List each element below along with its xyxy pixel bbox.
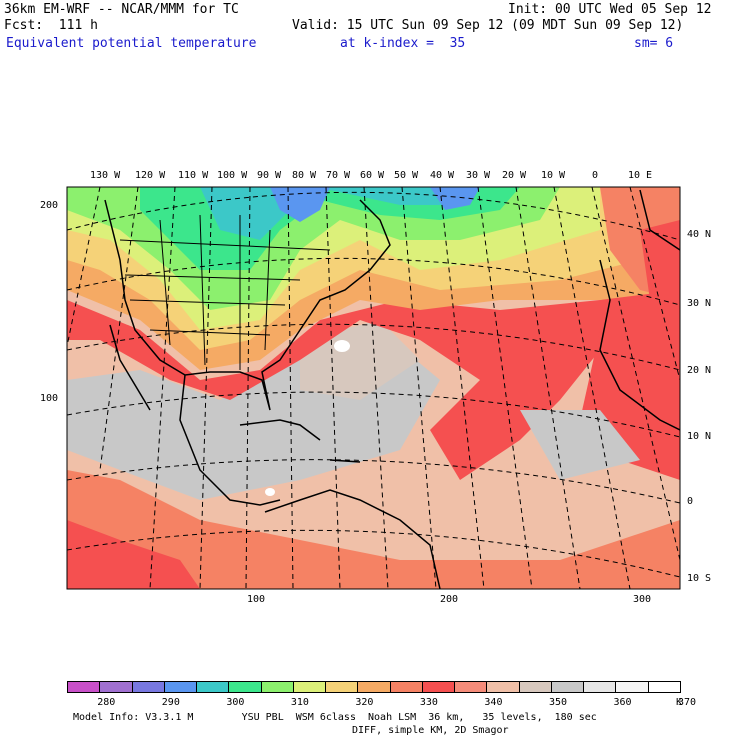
lon-label: 0	[592, 170, 599, 181]
colorbar-swatch	[357, 681, 391, 693]
colorbar-swatch	[292, 681, 327, 693]
colorbar-swatch	[454, 681, 488, 693]
graticule	[67, 187, 680, 589]
lon-label: 30 W	[466, 170, 491, 181]
init-time: Init: 00 UTC Wed 05 Sep 12	[508, 2, 712, 17]
colorbar-swatch	[518, 681, 552, 693]
lat-label: 10 S	[687, 573, 712, 584]
colorbar-label: 280	[97, 697, 116, 708]
grid-y-label: 100	[40, 393, 59, 404]
grid-y-label: 200	[40, 200, 59, 211]
level-index: at k-index = 35	[340, 36, 466, 51]
colorbar-label: 360	[613, 697, 632, 708]
colorbar-swatch	[389, 681, 423, 693]
plot-frame	[66, 186, 681, 590]
colorbar-swatch	[421, 681, 456, 693]
coastlines	[104, 189, 680, 589]
colorbar-swatch	[67, 681, 101, 693]
colorbar-label: 370	[678, 697, 697, 708]
colorbar-swatch	[131, 681, 165, 693]
valid-time: Valid: 15 UTC Sun 09 Sep 12 (09 MDT Sun …	[292, 18, 684, 33]
lon-label: 90 W	[257, 170, 282, 181]
state-borders	[119, 214, 331, 370]
colorbar-swatch	[583, 681, 617, 693]
model-info: Model Info: V3.3.1 M YSU PBL WSM 6class …	[73, 712, 597, 723]
lon-label: 10 W	[541, 170, 566, 181]
smoothing: sm= 6	[634, 36, 674, 51]
lon-label: 40 W	[430, 170, 455, 181]
lon-label: 80 W	[292, 170, 317, 181]
colorbar-label: 350	[548, 697, 567, 708]
lat-label: 0	[687, 496, 694, 507]
lon-label: 120 W	[135, 170, 166, 181]
colorbar-label: 330	[419, 697, 438, 708]
lat-label: 20 N	[687, 365, 712, 376]
forecast-hour: Fcst: 111 h	[4, 18, 98, 33]
lon-label: 50 W	[394, 170, 419, 181]
colorbar-swatch	[647, 681, 681, 693]
grid-x-label: 100	[247, 594, 266, 605]
field-name: Equivalent potential temperature	[6, 36, 257, 51]
colorbar-swatch	[99, 681, 133, 693]
lat-label: 10 N	[687, 431, 712, 442]
colorbar-swatch	[163, 681, 198, 693]
lon-label: 130 W	[90, 170, 121, 181]
lon-label: 10 E	[628, 170, 653, 181]
lat-label: 40 N	[687, 229, 712, 240]
lon-label: 60 W	[360, 170, 385, 181]
colorbar-label: 290	[161, 697, 180, 708]
colorbar-swatch	[228, 681, 262, 693]
colorbar-label: 300	[226, 697, 245, 708]
colorbar-label: 320	[355, 697, 374, 708]
model-info-2: DIFF, simple KM, 2D Smagor	[352, 725, 509, 736]
lat-label: 30 N	[687, 298, 712, 309]
lon-label: 20 W	[502, 170, 527, 181]
colorbar-swatch	[196, 681, 230, 693]
colorbar-swatch	[615, 681, 649, 693]
model-title: 36km EM-WRF -- NCAR/MMM for TC	[4, 2, 239, 17]
lon-label: 70 W	[326, 170, 351, 181]
colorbar-label: 340	[484, 697, 503, 708]
colorbar-swatch	[550, 681, 585, 693]
colorbar-label: 310	[290, 697, 309, 708]
grid-x-label: 300	[633, 594, 652, 605]
lon-label: 110 W	[178, 170, 209, 181]
theta-e-field	[67, 187, 680, 589]
colorbar-swatch	[260, 681, 294, 693]
colorbar-unit: K	[676, 697, 683, 708]
colorbar-swatch	[486, 681, 520, 693]
colorbar-swatch	[325, 681, 359, 693]
grid-x-label: 200	[440, 594, 459, 605]
lon-label: 100 W	[217, 170, 248, 181]
